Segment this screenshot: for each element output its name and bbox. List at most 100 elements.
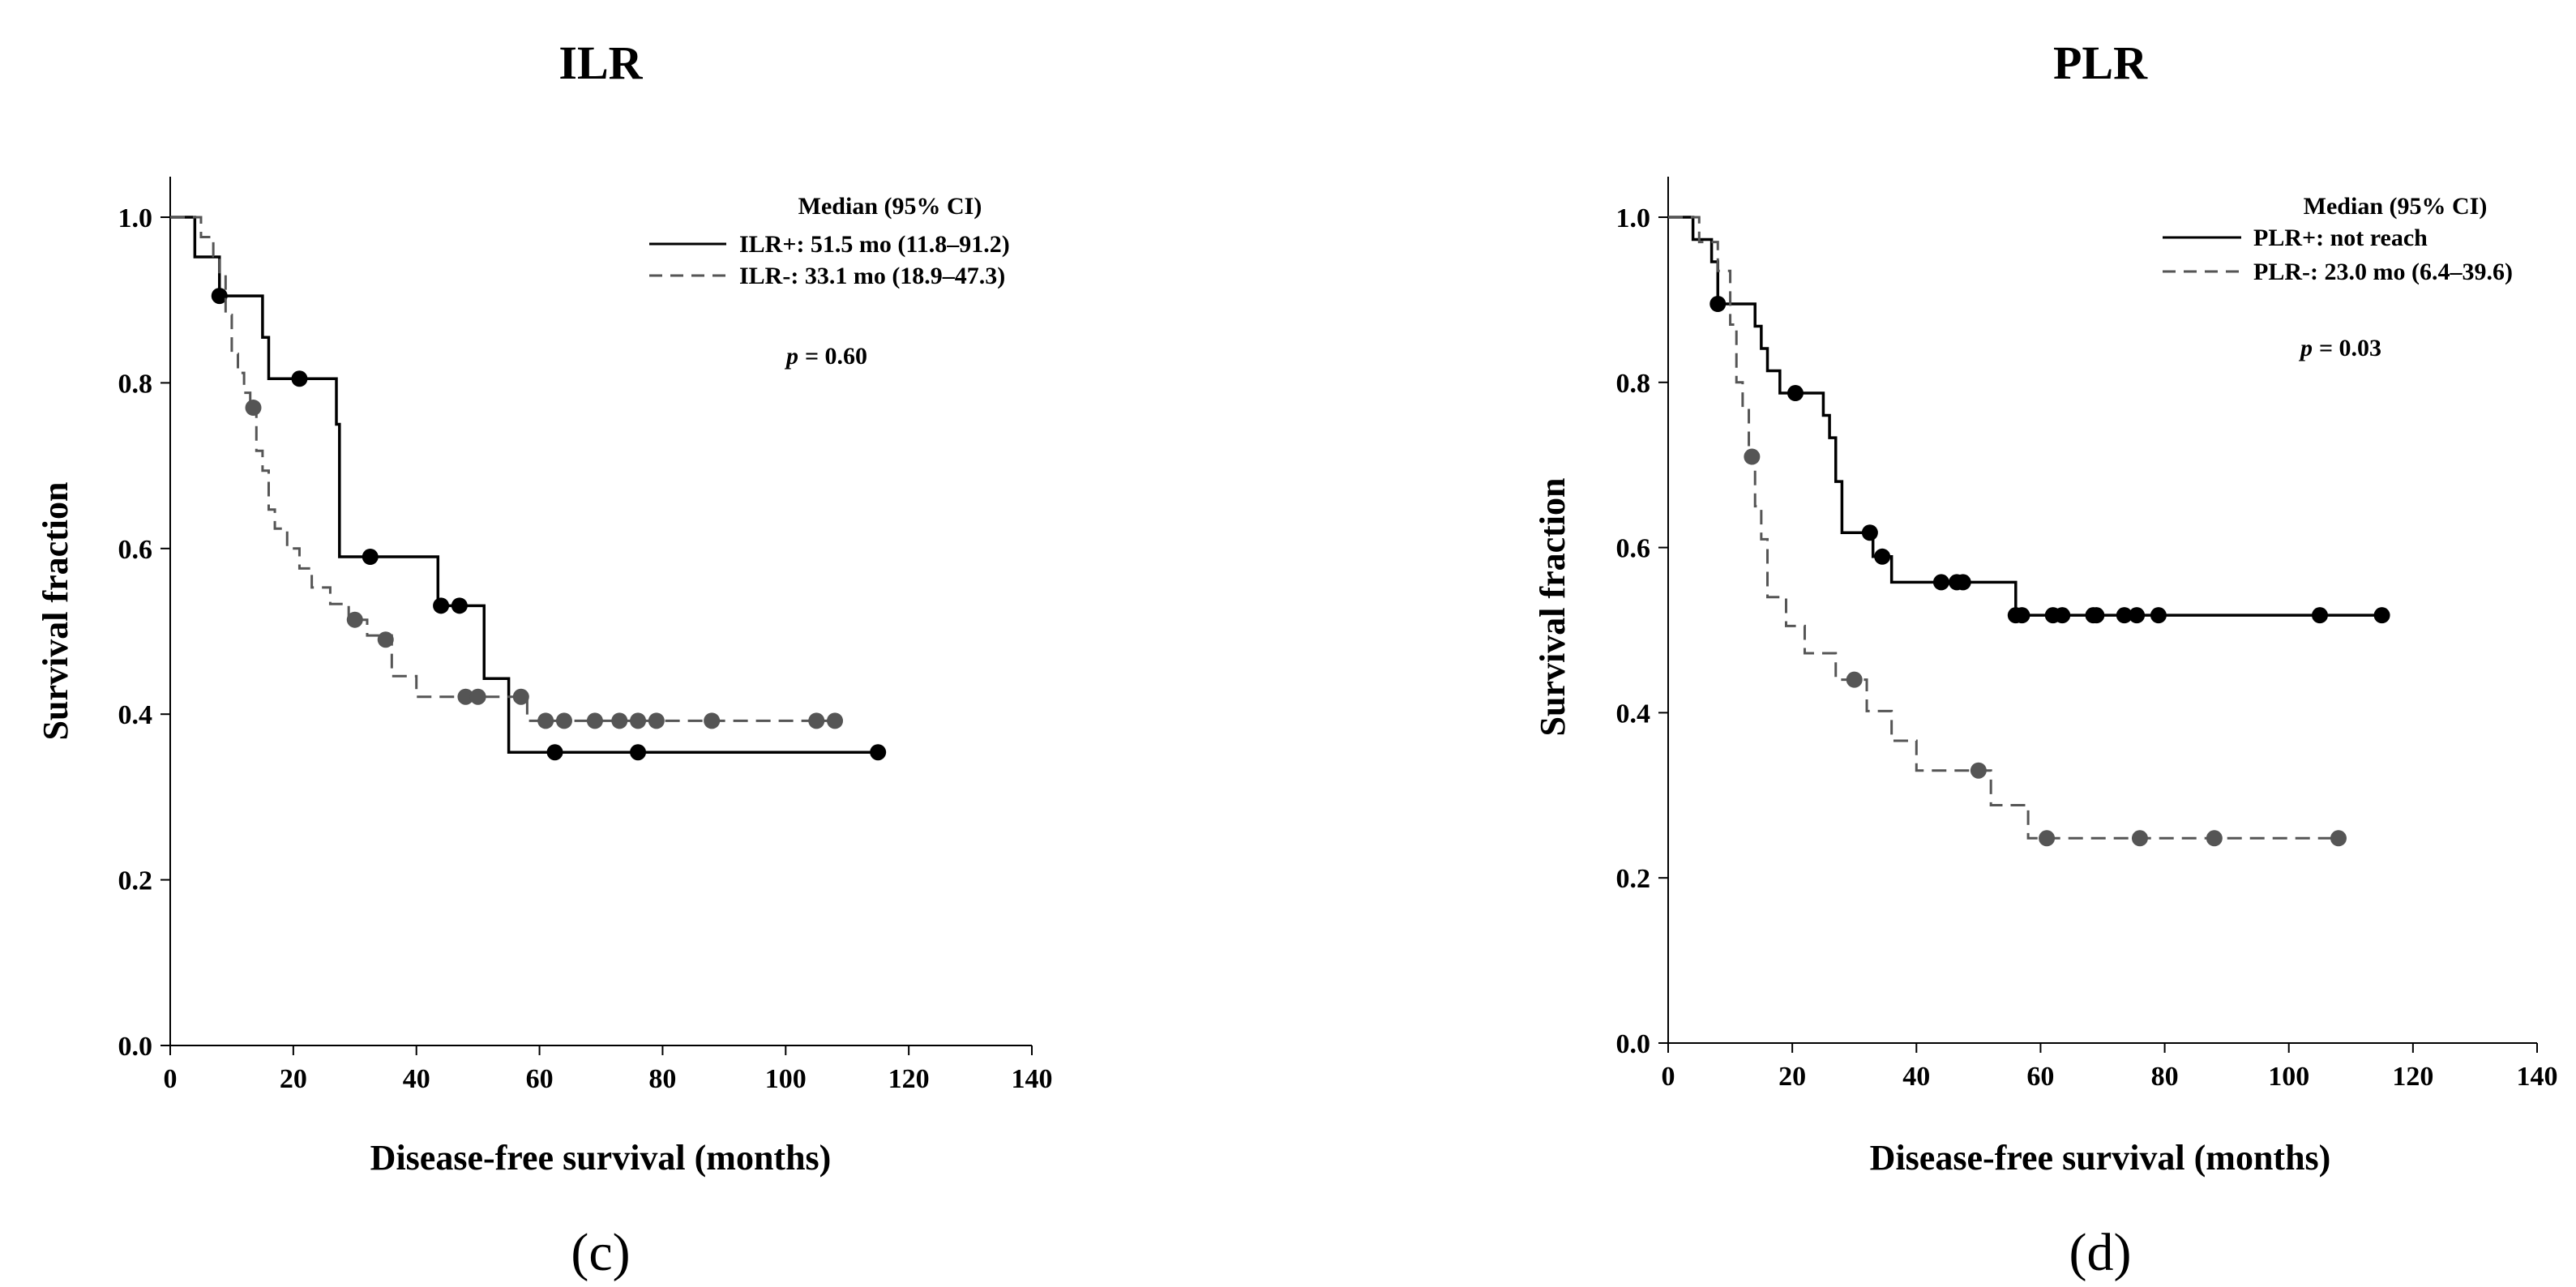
legend: Median (95% CI) ILR+: 51.5 mo (11.8–91.2… — [649, 193, 1010, 289]
censor-point — [2150, 607, 2167, 624]
legend-entry-ilr-pos: ILR+: 51.5 mo (11.8–91.2) — [739, 231, 1010, 258]
censor-point — [1709, 295, 1727, 312]
chart-title: PLR — [2053, 36, 2148, 89]
y-tick-label: 0.6 — [1616, 534, 1651, 564]
y-tick-label: 0.0 — [118, 1032, 153, 1062]
y-axis-label: Survival fraction — [36, 482, 75, 741]
x-tick-label: 80 — [2151, 1062, 2179, 1092]
censor-point — [2131, 830, 2148, 847]
p-value: p = 0.60 — [784, 343, 867, 370]
censor-point — [377, 631, 394, 648]
chart-title: ILR — [558, 36, 643, 89]
censor-point — [1787, 385, 1804, 402]
censor-point — [1932, 574, 1949, 591]
x-tick-label: 0 — [164, 1064, 178, 1094]
censor-point — [2330, 830, 2347, 847]
censor-point — [457, 688, 474, 705]
x-tick-label: 60 — [526, 1064, 554, 1094]
y-tick-label: 0.4 — [118, 700, 153, 730]
x-tick-label: 20 — [280, 1064, 307, 1094]
legend-entry-plr-pos: PLR+: not reach — [2253, 224, 2428, 251]
censor-point — [611, 712, 628, 729]
y-tick-label: 1.0 — [118, 203, 153, 233]
censor-point — [537, 712, 554, 729]
censor-point — [870, 744, 887, 761]
censor-point — [586, 712, 603, 729]
censor-point — [2129, 607, 2146, 624]
censor-point — [630, 744, 647, 761]
y-tick-label: 0.8 — [118, 369, 153, 399]
censor-point — [1970, 762, 1987, 779]
legend-entry-plr-neg: PLR-: 23.0 mo (6.4–39.6) — [2253, 259, 2513, 285]
censor-point — [211, 288, 228, 305]
censor-point — [469, 688, 486, 705]
x-tick-label: 140 — [1012, 1064, 1053, 1094]
x-tick-label: 60 — [2026, 1062, 2054, 1092]
y-tick-label: 0.0 — [1616, 1029, 1651, 1059]
x-tick-label: 80 — [648, 1064, 676, 1094]
censor-point — [630, 712, 647, 729]
x-axis-label: Disease-free survival (months) — [1870, 1138, 2331, 1178]
y-tick-label: 0.4 — [1616, 699, 1651, 729]
censor-point — [2013, 607, 2030, 624]
censor-point — [2312, 607, 2328, 624]
censor-point — [2088, 607, 2105, 624]
censor-point — [1846, 671, 1863, 688]
censor-point — [808, 712, 825, 729]
censor-point — [2054, 607, 2071, 624]
censor-point — [1954, 574, 1971, 591]
censor-point — [512, 688, 529, 705]
x-tick-label: 20 — [1778, 1062, 1806, 1092]
series-line-1 — [170, 216, 836, 722]
p-value-text: = 0.03 — [2319, 335, 2381, 361]
censor-point — [546, 744, 563, 761]
p-value-text: = 0.60 — [805, 343, 867, 370]
y-tick-label: 0.2 — [1616, 864, 1651, 894]
x-tick-label: 140 — [2517, 1062, 2558, 1092]
y-tick-label: 0.8 — [1616, 369, 1651, 399]
censor-point — [1744, 448, 1761, 465]
x-axis-label: Disease-free survival (months) — [370, 1138, 832, 1178]
censor-point — [291, 370, 308, 387]
censor-point — [2116, 607, 2133, 624]
censor-point — [2206, 830, 2223, 847]
censor-point — [827, 712, 844, 729]
censor-point — [2039, 830, 2056, 847]
x-tick-label: 40 — [1902, 1062, 1930, 1092]
x-tick-label: 40 — [403, 1064, 430, 1094]
p-label: p — [2298, 335, 2313, 361]
censor-point — [362, 549, 379, 566]
y-tick-label: 0.2 — [118, 866, 153, 896]
x-tick-label: 100 — [765, 1064, 807, 1094]
censor-point — [648, 712, 665, 729]
censor-point — [433, 597, 450, 614]
chart-ilr: ILR 0.0 0.2 0.4 0.6 0.8 1.0 0 20 40 60 80 100 120 14… — [36, 36, 1053, 1282]
x-tick-label: 100 — [2268, 1062, 2309, 1092]
censor-point — [245, 400, 262, 417]
legend-entry-ilr-neg: ILR-: 33.1 mo (18.9–47.3) — [739, 263, 1005, 289]
x-tick-label: 120 — [2392, 1062, 2433, 1092]
y-tick-label: 0.6 — [118, 535, 153, 565]
censor-point — [346, 611, 363, 628]
x-tick-label: 0 — [1662, 1062, 1675, 1092]
chart-plr: PLR 0.0 0.2 0.4 0.6 0.8 1.0 0 20 40 60 80 100 120 14… — [1533, 36, 2558, 1282]
panel-label: (d) — [2069, 1223, 2132, 1282]
legend-title: Median (95% CI) — [2304, 193, 2488, 220]
panel-label: (c) — [571, 1223, 630, 1282]
legend-title: Median (95% CI) — [798, 193, 982, 220]
y-tick-label: 1.0 — [1616, 203, 1651, 233]
series-line-0 — [170, 216, 879, 754]
series-line-1 — [1668, 216, 2339, 840]
censor-point — [1874, 548, 1891, 565]
censor-point — [2373, 607, 2390, 624]
legend: Median (95% CI) PLR+: not reach PLR-: 23… — [2163, 193, 2513, 285]
censor-point — [704, 712, 721, 729]
p-label: p — [784, 343, 798, 370]
censor-point — [1861, 524, 1878, 541]
censor-point — [451, 597, 468, 614]
x-tick-label: 120 — [888, 1064, 930, 1094]
censor-point — [555, 712, 572, 729]
y-axis-label: Survival fraction — [1533, 478, 1573, 737]
p-value: p = 0.03 — [2298, 335, 2381, 361]
